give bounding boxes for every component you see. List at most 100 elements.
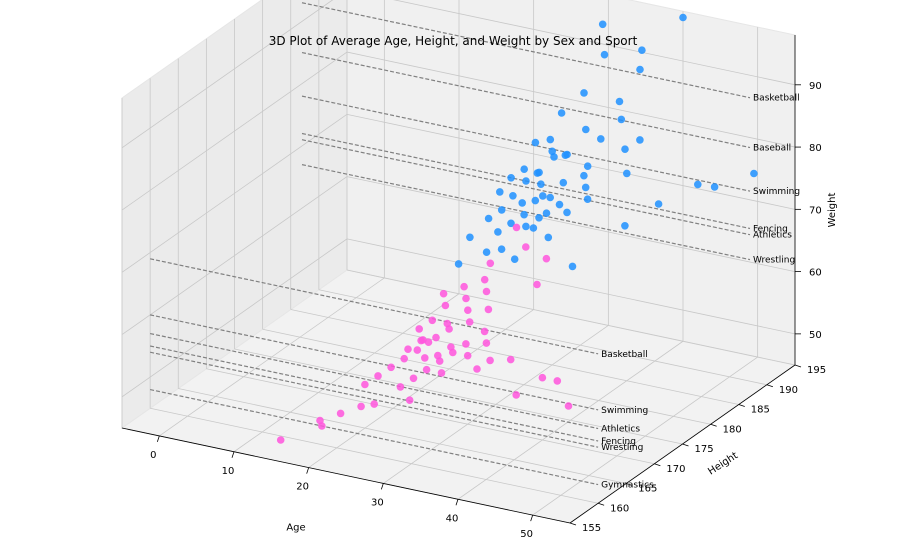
height-tick-label: 170: [666, 464, 685, 475]
annotation-labels: BasketballBaseballSwimmingFencingAthleti…: [601, 94, 800, 491]
male-point: [623, 169, 631, 178]
female-point: [357, 402, 365, 411]
female-point: [387, 363, 395, 372]
male-point: [466, 233, 474, 242]
age-axis-line: [121, 427, 571, 524]
weight-tick-label: 50: [809, 330, 822, 341]
annotation-line: [301, 2, 751, 99]
female-point: [316, 416, 324, 425]
male-point: [507, 219, 515, 228]
age-tick-label: 50: [520, 529, 533, 540]
grid-line: [346, 176, 796, 272]
female-point: [480, 327, 489, 336]
age-tick-mark: [380, 483, 384, 490]
female-point: [434, 351, 442, 360]
female-point: [484, 305, 493, 314]
weight-tick-label: 90: [809, 81, 822, 92]
female-point: [437, 369, 446, 377]
male-point: [507, 174, 515, 182]
male-point: [544, 233, 553, 242]
height-tick-label: 190: [779, 385, 798, 396]
female-point: [506, 355, 515, 364]
female-point: [415, 325, 424, 333]
grid-line: [346, 113, 796, 210]
male-point: [638, 46, 646, 54]
grid-line: [150, 407, 599, 504]
male-point: [535, 214, 543, 222]
male-point: [522, 222, 530, 231]
age-tick-mark: [530, 514, 534, 522]
female-point: [439, 289, 448, 298]
age-tick-label: 0: [150, 450, 156, 461]
male-point: [598, 20, 607, 29]
grid-line: [346, 269, 796, 366]
male-point: [621, 222, 629, 230]
height-tick-label: 155: [582, 523, 601, 534]
height-tick-label: 165: [638, 484, 657, 495]
male-point: [600, 50, 609, 59]
male-point: [617, 115, 626, 124]
age-tick-mark: [306, 467, 310, 474]
female-point: [443, 319, 452, 328]
female-point: [374, 372, 382, 380]
female-point: [449, 348, 457, 357]
male-point: [510, 255, 519, 263]
female-point: [542, 254, 551, 263]
female-point: [463, 351, 472, 360]
female-point: [486, 356, 494, 365]
male-point: [679, 13, 687, 22]
male-point: [531, 196, 540, 205]
age-tick-label: 40: [446, 513, 459, 524]
grid-line: [393, 0, 796, 86]
female-point: [336, 409, 345, 418]
annotation-label: Gymnastics: [601, 481, 654, 491]
female-point: [464, 306, 472, 315]
female-point: [405, 396, 414, 405]
height-tick-label: 175: [695, 444, 714, 455]
height-tick-label: 185: [751, 405, 770, 416]
male-point: [636, 136, 644, 144]
annotation-label: Basketball: [753, 94, 800, 104]
male-point: [522, 177, 530, 185]
female-point: [462, 294, 470, 303]
grid-line: [206, 368, 655, 465]
axes: 0 10 20 30 40 50 155 160 165 170 175 180 185 190 195 50…: [121, 35, 838, 540]
male-point: [710, 183, 719, 191]
weight-tick-label: 80: [809, 143, 822, 154]
male-point: [539, 192, 547, 200]
male-point: [529, 224, 538, 232]
male-point: [694, 180, 702, 189]
male-point: [557, 109, 566, 117]
male-point: [546, 135, 555, 144]
annotation-line: [150, 258, 599, 355]
male-point: [654, 200, 663, 208]
annotation-line: [301, 139, 751, 236]
height-tick-mark: [766, 384, 774, 388]
male-point: [597, 135, 605, 143]
female-point: [370, 400, 379, 408]
weight-tick-label: 70: [809, 205, 822, 216]
female-point: [538, 373, 547, 382]
female-point: [482, 339, 491, 347]
female-point: [512, 391, 520, 399]
grid-line: [121, 0, 334, 149]
female-point: [400, 354, 409, 363]
annotation-line: [150, 332, 599, 430]
annotation-label: Athletics: [601, 425, 640, 435]
male-point: [621, 145, 629, 153]
male-point: [520, 210, 528, 219]
male-point: [750, 169, 758, 178]
male-point: [518, 199, 526, 207]
female-point: [465, 318, 474, 326]
male-point: [580, 89, 588, 97]
annotation-label: Basketball: [601, 350, 648, 360]
annotation-label: Wrestling: [601, 443, 643, 453]
annotation-line: [150, 345, 599, 442]
grid-line: [121, 176, 348, 335]
height-tick-mark: [710, 423, 717, 427]
height-tick-mark: [738, 404, 745, 407]
grid-line: [346, 238, 796, 335]
female-point: [409, 374, 418, 383]
male-point: [509, 192, 517, 200]
